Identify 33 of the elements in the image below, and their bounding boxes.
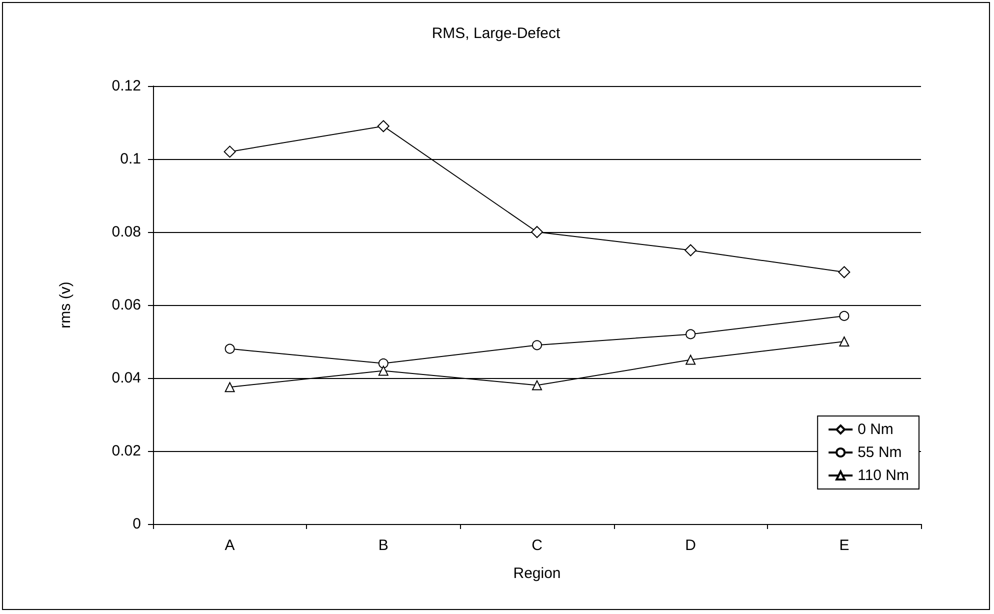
point [839,310,850,321]
x-tick-label: C [532,537,543,554]
point [839,336,850,346]
x-tick-label: D [685,537,696,554]
legend-label: 110 Nm [858,467,910,484]
y-tick-label: 0 [132,516,141,532]
point [224,344,235,354]
x-tick-label: B [378,537,388,554]
point [377,120,390,132]
point [838,266,850,278]
legend-label: 0 Nm [858,421,894,438]
x-tick-label: A [224,537,235,554]
point [224,146,236,158]
point [686,329,696,340]
point [532,380,542,390]
y-tick-label: 0.02 [112,442,141,460]
y-tick-label: 0.04 [112,370,141,386]
y-axis-title: rms (v) [57,282,74,328]
x-tick-label: E [839,537,850,554]
point [686,354,696,365]
y-tick-label: 0.1 [120,150,141,168]
point [224,382,235,392]
y-tick-label: 0.12 [112,78,141,94]
point [378,366,388,376]
point [532,340,542,350]
x-axis-title: Region [513,565,561,582]
point [684,244,697,256]
point [531,226,543,238]
chart-title: RMS, Large-Defect [432,25,562,42]
y-tick-label: 0.08 [112,224,141,240]
point [378,358,388,368]
legend-label: 55 Nm [858,444,902,461]
y-tick-label: 0.06 [112,296,141,314]
